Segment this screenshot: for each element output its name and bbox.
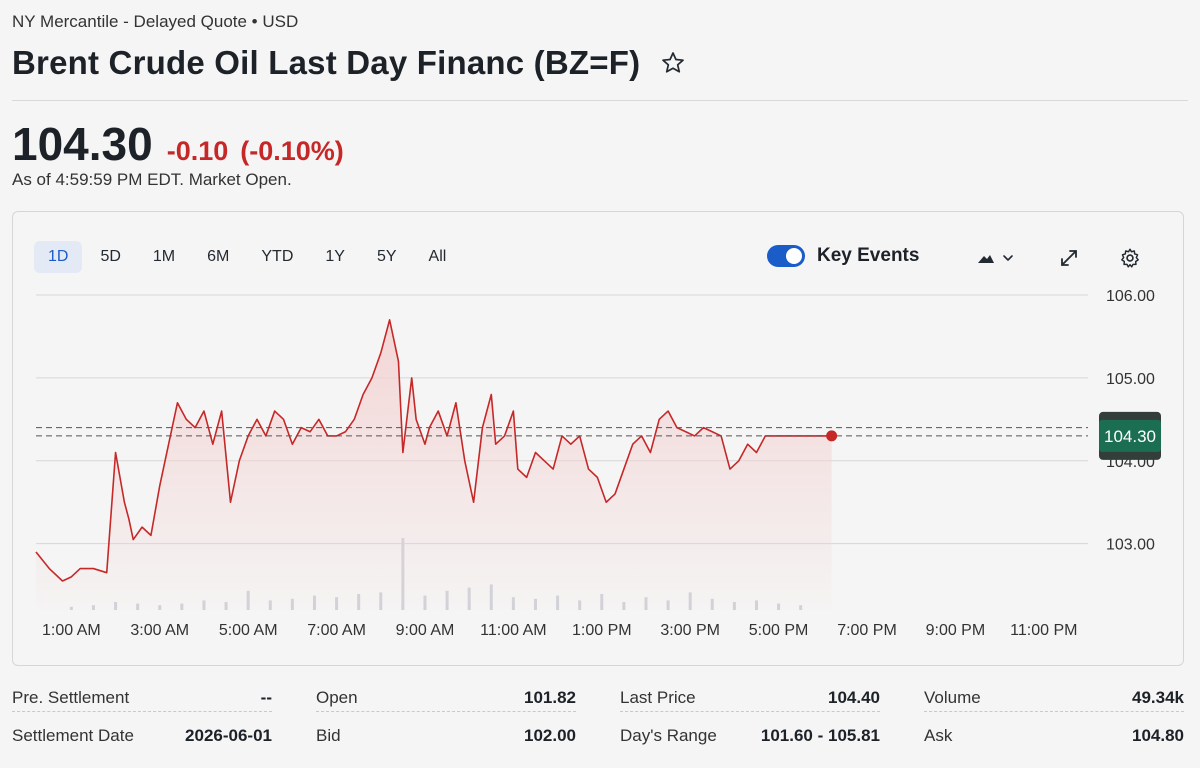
- stat-value: 101.82: [524, 688, 576, 707]
- y-tick-label: 106.00: [1106, 288, 1155, 305]
- last-price-dot: [826, 430, 838, 442]
- stat-value: 2026-06-01: [185, 726, 272, 745]
- stat-row: Day's Range 101.60 - 105.81: [620, 712, 880, 756]
- stat-row: Pre. Settlement --: [12, 680, 272, 712]
- page-title: Brent Crude Oil Last Day Financ (BZ=F): [12, 44, 641, 81]
- fullscreen-button[interactable]: [1058, 247, 1080, 269]
- x-tick-label: 11:00 PM: [1010, 622, 1077, 639]
- x-tick-label: 5:00 AM: [219, 622, 278, 639]
- stat-row: Last Price 104.40: [620, 680, 880, 712]
- y-tick-label: 103.00: [1106, 537, 1155, 554]
- stats-column: Pre. Settlement -- Settlement Date 2026-…: [12, 680, 272, 756]
- range-selector: 1D 5D 1M 6M YTD 1Y 5Y All: [34, 241, 464, 273]
- range-6m[interactable]: 6M: [207, 248, 230, 265]
- x-tick-label: 9:00 AM: [396, 622, 455, 639]
- last-price-tag-label: 104.30: [1104, 427, 1156, 446]
- current-price: 104.30: [12, 118, 153, 170]
- stat-label: Pre. Settlement: [12, 688, 130, 707]
- as-of-time: As of 4:59:59 PM EDT. Market Open.: [12, 170, 292, 189]
- stat-label: Volume: [924, 688, 981, 707]
- stat-value: 101.60 - 105.81: [760, 726, 880, 745]
- price-line[interactable]: [35, 319, 832, 582]
- range-ytd[interactable]: YTD: [261, 248, 294, 265]
- range-1y[interactable]: 1Y: [325, 248, 345, 265]
- key-events-toggle[interactable]: [767, 245, 805, 267]
- stat-value: 102.00: [524, 726, 576, 745]
- chart-type-dropdown[interactable]: [976, 247, 1020, 269]
- title-row: Brent Crude Oil Last Day Financ (BZ=F): [12, 44, 686, 82]
- x-tick-label: 9:00 PM: [926, 622, 986, 639]
- price-area-fill: [36, 319, 832, 610]
- settings-button[interactable]: [1119, 247, 1141, 269]
- x-tick-label: 5:00 PM: [749, 622, 809, 639]
- x-tick-label: 1:00 AM: [42, 622, 101, 639]
- x-tick-label: 1:00 PM: [572, 622, 632, 639]
- x-tick-label: 3:00 AM: [130, 622, 189, 639]
- x-tick-label: 3:00 PM: [660, 622, 720, 639]
- range-all[interactable]: All: [428, 248, 447, 265]
- range-1m[interactable]: 1M: [152, 248, 176, 265]
- last-price-tag: [1099, 419, 1161, 452]
- gear-icon: [1121, 248, 1139, 268]
- stat-value: 104.40: [828, 688, 880, 707]
- price-change-percent: (-0.10%): [240, 136, 344, 166]
- mountain-chart-icon: [978, 255, 1013, 263]
- header-divider: [12, 100, 1188, 101]
- quote-row: 104.30 -0.10 (-0.10%): [12, 117, 344, 171]
- x-tick-label: 7:00 AM: [307, 622, 366, 639]
- exchange-label: NY Mercantile - Delayed Quote • USD: [12, 12, 299, 31]
- stat-value: 104.80: [1132, 726, 1184, 745]
- expand-icon: [1061, 250, 1077, 266]
- x-tick-label: 11:00 AM: [480, 622, 546, 639]
- chevron-down-icon: [1003, 255, 1013, 261]
- stat-row: Volume 49.34k: [924, 680, 1184, 712]
- star-icon[interactable]: [660, 50, 686, 76]
- stats-column: Open 101.82 Bid 102.00: [316, 680, 576, 756]
- stat-label: Day's Range: [620, 726, 717, 745]
- key-events-control: Key Events: [767, 245, 919, 267]
- stat-row: Ask 104.80: [924, 712, 1184, 756]
- stat-value: 49.34k: [1132, 688, 1184, 707]
- range-1d[interactable]: 1D: [34, 241, 83, 273]
- price-change: -0.10: [166, 136, 229, 166]
- stat-label: Last Price: [620, 688, 696, 707]
- stats-column: Volume 49.34k Ask 104.80: [924, 680, 1184, 756]
- stats-column: Last Price 104.40 Day's Range 101.60 - 1…: [620, 680, 880, 756]
- range-5d[interactable]: 5D: [100, 248, 121, 265]
- y-tick-label: 105.00: [1106, 371, 1155, 388]
- toggle-knob: [786, 248, 802, 264]
- stat-label: Ask: [924, 726, 953, 745]
- key-events-label: Key Events: [817, 245, 920, 266]
- stat-label: Open: [316, 688, 358, 707]
- range-5y[interactable]: 5Y: [376, 248, 397, 265]
- stat-label: Settlement Date: [12, 726, 134, 745]
- stat-row: Bid 102.00: [316, 712, 576, 756]
- stat-row: Settlement Date 2026-06-01: [12, 712, 272, 756]
- x-tick-label: 7:00 PM: [837, 622, 897, 639]
- stat-value: --: [260, 688, 272, 707]
- stat-row: Open 101.82: [316, 680, 576, 712]
- stat-label: Bid: [316, 726, 341, 745]
